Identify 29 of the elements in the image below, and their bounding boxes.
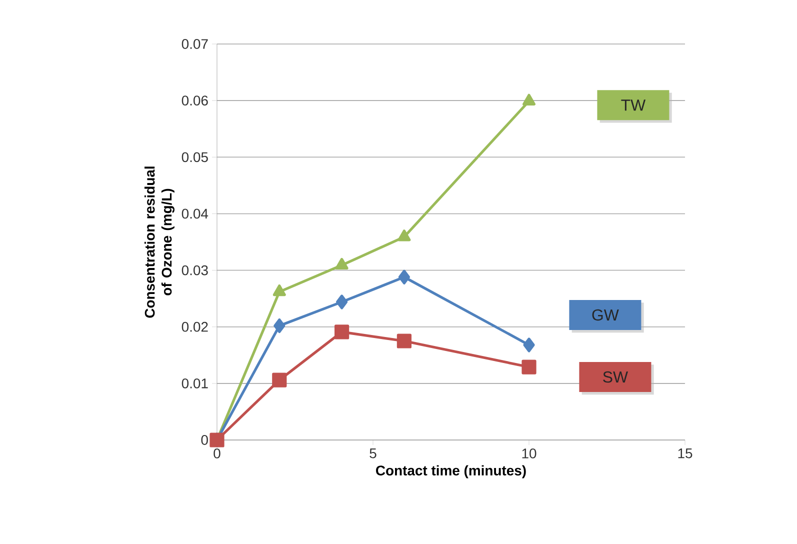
y-tick-label: 0.02 (182, 322, 208, 332)
x-tick-label: 5 (370, 448, 376, 458)
point (272, 372, 287, 388)
y-tick-label: 0.05 (182, 152, 208, 162)
point (396, 334, 412, 348)
point (272, 284, 286, 296)
point (336, 294, 348, 310)
point (274, 318, 286, 334)
point (522, 94, 536, 106)
x-tick-label: 0 (214, 448, 220, 458)
point (523, 338, 535, 352)
text: SW (603, 371, 628, 383)
x-axis-title: Contact time (minutes) (376, 465, 526, 478)
point (522, 360, 536, 374)
y-tick-label: 0.07 (182, 39, 208, 49)
point (398, 230, 411, 242)
point (398, 270, 410, 284)
text: TW (621, 100, 646, 111)
y-tick-label: 0 (201, 435, 208, 445)
y-tick-label: 0.04 (182, 208, 208, 219)
y-tick-label: 0.06 (182, 96, 208, 106)
point (334, 324, 350, 340)
text: GW (592, 309, 619, 321)
point (335, 258, 348, 270)
y-tick-label: 0.01 (182, 378, 208, 388)
x-tick-label: 15 (678, 448, 692, 458)
y-tick-label: 0.03 (182, 265, 208, 276)
y-axis-title: Consentration residual of Ozone (mg/L) (144, 166, 174, 318)
x-tick-label: 10 (522, 448, 536, 458)
